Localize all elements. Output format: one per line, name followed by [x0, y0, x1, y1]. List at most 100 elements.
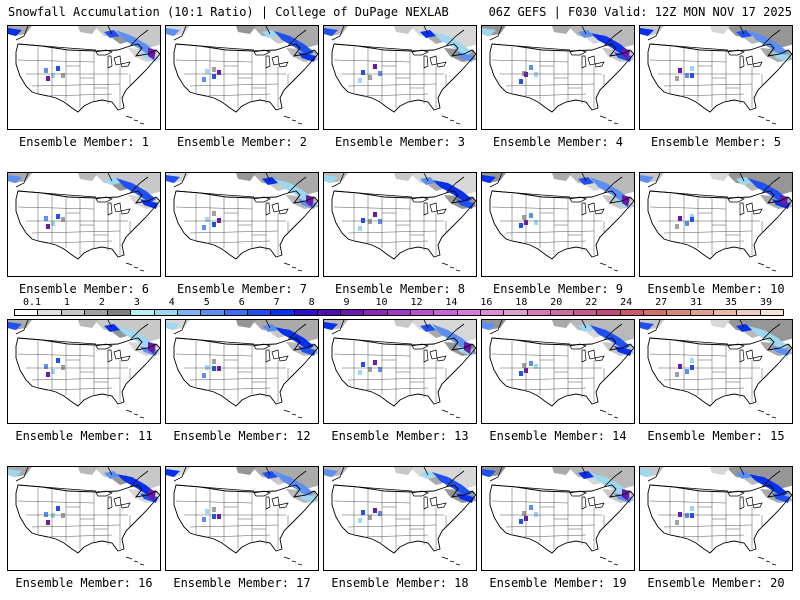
islands	[125, 262, 145, 272]
coastline	[647, 190, 792, 260]
islands	[283, 409, 303, 419]
islands	[125, 409, 145, 419]
great-lake	[113, 202, 122, 213]
great-lake	[107, 202, 113, 216]
ensemble-member-label: Ensemble Member: 9	[492, 282, 624, 296]
snowfall-spot	[685, 513, 689, 518]
ensemble-map-panel	[323, 25, 477, 130]
great-lake	[278, 61, 289, 68]
ensemble-member-label: Ensemble Member: 11	[15, 429, 153, 443]
country-border	[489, 26, 623, 51]
snowfall-spot	[212, 507, 216, 512]
ensemble-member-label: Ensemble Member: 1	[18, 135, 150, 149]
ensemble-map-panel	[323, 172, 477, 277]
chart-title: Snowfall Accumulation (10:1 Ratio) | Col…	[8, 5, 449, 19]
great-lake	[739, 349, 745, 363]
coastline	[489, 43, 634, 113]
state-borders	[333, 341, 447, 402]
snowfall-spot	[202, 373, 206, 378]
country-border	[331, 467, 465, 492]
country-border	[173, 26, 307, 51]
colorbar-tick-label: 39	[759, 297, 773, 308]
colorbar-swatch	[411, 310, 435, 315]
snowfall-spot	[61, 217, 65, 222]
snow-cover-area	[394, 26, 414, 34]
snow-cover-area	[236, 320, 256, 328]
snow-cover-area	[394, 467, 414, 475]
coastline	[489, 190, 634, 260]
snowfall-band	[640, 469, 654, 477]
coastline	[15, 337, 160, 407]
great-lake	[423, 349, 429, 363]
snow-cover-area	[394, 173, 414, 181]
state-borders	[175, 341, 289, 402]
snowfall-map	[8, 320, 160, 419]
run-valid-time: 06Z GEFS | F030 Valid: 12Z MON NOV 17 20…	[488, 5, 792, 19]
ensemble-map-panel	[165, 466, 319, 571]
snowfall-spot	[373, 360, 377, 365]
snowfall-band	[590, 473, 630, 497]
snowfall-spot	[678, 216, 682, 221]
great-lake	[745, 496, 754, 507]
snowfall-spot	[529, 505, 533, 510]
great-lake	[423, 496, 429, 510]
snowfall-map	[166, 320, 318, 419]
snowfall-spot	[44, 364, 48, 369]
snowfall-spot	[534, 220, 538, 225]
state-borders	[649, 47, 763, 108]
snowfall-spot	[675, 224, 679, 229]
colorbar-tick-label: 4	[168, 297, 175, 308]
coastline	[331, 190, 476, 260]
snowfall-spot	[368, 515, 372, 520]
snowfall-band	[8, 175, 22, 183]
snowfall-spot	[529, 361, 533, 366]
snowfall-spot	[212, 67, 216, 72]
snowfall-band	[432, 324, 472, 350]
snowfall-spot	[46, 372, 50, 377]
great-lake	[411, 490, 429, 497]
ensemble-member-label: Ensemble Member: 3	[334, 135, 466, 149]
snowfall-map	[324, 320, 476, 419]
great-lake	[411, 196, 429, 203]
ensemble-map-panel	[323, 466, 477, 571]
country-border	[173, 173, 307, 198]
ensemble-member-label: Ensemble Member: 6	[18, 282, 150, 296]
snowfall-spot	[685, 73, 689, 78]
snowfall-spot	[685, 369, 689, 374]
great-lake	[569, 49, 587, 56]
colorbar-swatch	[737, 310, 761, 315]
snowfall-band	[324, 175, 338, 183]
country-border	[15, 467, 149, 492]
snowfall-spot	[205, 69, 209, 74]
snow-cover-area	[394, 320, 414, 328]
coastline	[15, 484, 160, 554]
snowfall-spot	[217, 70, 221, 75]
snowfall-spot	[217, 366, 221, 371]
great-lake	[436, 502, 447, 509]
snowfall-spot	[519, 519, 523, 524]
snowfall-band	[274, 31, 314, 56]
snowfall-map	[324, 173, 476, 272]
ensemble-member-label: Ensemble Member: 18	[331, 576, 469, 590]
snowfall-band	[432, 472, 472, 497]
great-lake	[587, 55, 596, 66]
snowfall-band	[166, 469, 180, 477]
great-lake	[429, 55, 438, 66]
great-lake	[745, 55, 754, 66]
snowfall-spot	[534, 72, 538, 77]
state-borders	[491, 488, 605, 549]
islands	[441, 115, 461, 125]
great-lake	[278, 355, 289, 362]
state-borders	[175, 488, 289, 549]
coastline	[331, 43, 476, 113]
snowfall-spot	[212, 222, 216, 227]
ensemble-member-label: Ensemble Member: 13	[331, 429, 469, 443]
country-border	[647, 320, 781, 345]
colorbar-swatch	[15, 310, 39, 315]
snow-cover-area	[78, 26, 98, 34]
snowfall-spot	[56, 506, 60, 511]
colorbar-swatch	[504, 310, 528, 315]
country-border	[331, 173, 465, 198]
ensemble-map-panel	[639, 319, 793, 424]
snow-cover-area	[552, 26, 572, 34]
